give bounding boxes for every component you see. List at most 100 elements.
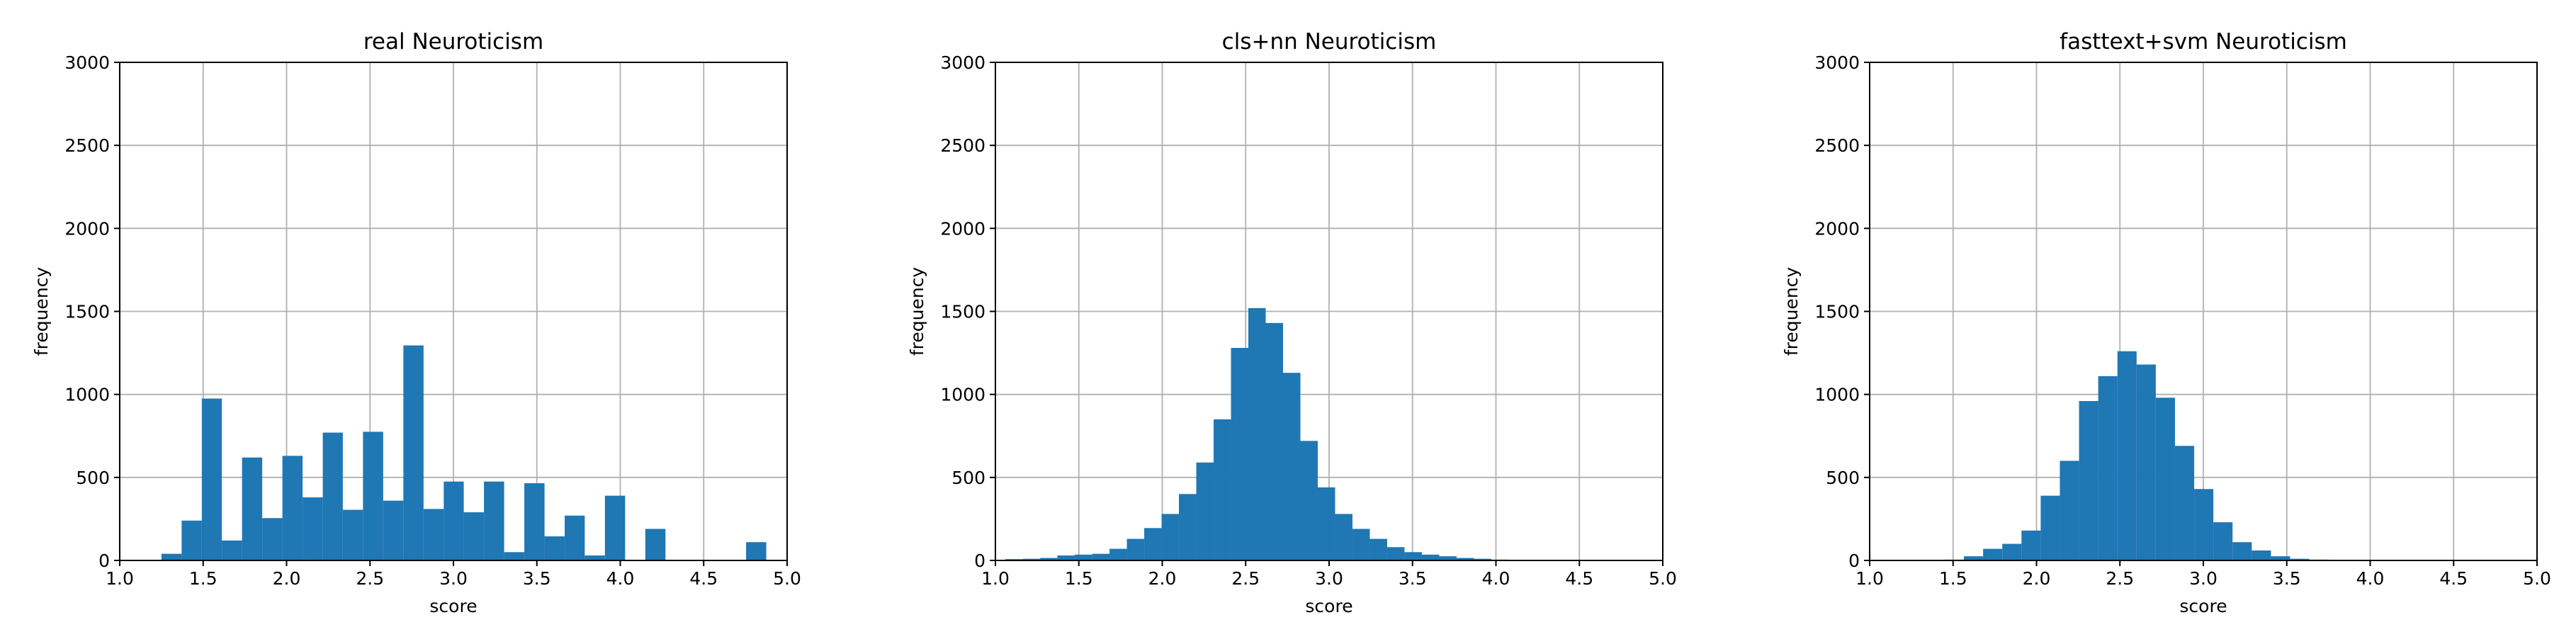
bar xyxy=(1474,558,1491,560)
bar xyxy=(1109,548,1127,560)
x-axis-label: score xyxy=(429,596,477,616)
bar xyxy=(363,431,383,560)
bar xyxy=(1126,538,1145,560)
bar xyxy=(303,497,323,560)
y-axis-label: frequency xyxy=(907,267,927,356)
chart-title: cls+nn Neuroticism xyxy=(1222,29,1437,55)
y-tick-label: 2500 xyxy=(64,135,110,156)
bar xyxy=(322,432,343,560)
bar xyxy=(2079,401,2098,560)
x-tick-label: 2.0 xyxy=(1148,568,1177,589)
bar xyxy=(1075,554,1092,560)
x-tick-label: 1.5 xyxy=(1939,568,1967,589)
bar xyxy=(1057,555,1075,560)
bar xyxy=(444,481,464,560)
bar xyxy=(423,509,444,560)
y-tick-label: 3000 xyxy=(1814,52,1860,73)
bar xyxy=(403,345,424,560)
x-tick-label: 3.5 xyxy=(523,568,551,589)
x-tick-label: 4.0 xyxy=(1482,568,1510,589)
y-tick-label: 1500 xyxy=(64,302,110,322)
bar xyxy=(746,542,767,560)
y-tick-label: 2000 xyxy=(64,218,110,239)
bar xyxy=(222,540,242,560)
bar xyxy=(1248,307,1266,560)
bar xyxy=(1283,373,1301,560)
bar xyxy=(584,555,605,560)
bar xyxy=(1421,554,1440,560)
x-tick-label: 4.5 xyxy=(2439,568,2468,589)
bar xyxy=(1214,419,1231,560)
x-tick-label: 3.0 xyxy=(1315,568,1343,589)
bar xyxy=(1983,548,2003,560)
bar xyxy=(1404,552,1422,560)
y-axis-label: frequency xyxy=(1781,267,1802,356)
chart-title: fasttext+svm Neuroticism xyxy=(2060,29,2347,55)
bar xyxy=(262,518,283,560)
bar xyxy=(201,398,222,560)
bar xyxy=(383,500,404,560)
y-tick-label: 2500 xyxy=(940,135,985,156)
x-tick-label: 4.5 xyxy=(689,568,718,589)
bar xyxy=(565,515,585,560)
subplot: 1.0 1.5 2.0 2.5 3.0 3.5 4.0 4.5 5.0 0 500 1000 1500 2… xyxy=(907,29,1677,616)
x-tick-label: 1.0 xyxy=(1855,568,1884,589)
x-tick-label: 3.5 xyxy=(1399,568,1427,589)
bar xyxy=(2271,556,2290,560)
bar xyxy=(181,520,202,560)
y-tick-label: 1000 xyxy=(64,385,110,405)
bar xyxy=(2290,558,2310,560)
bar xyxy=(1231,348,1249,560)
bar xyxy=(1964,556,1984,560)
bar xyxy=(1317,487,1335,560)
y-tick-label: 2000 xyxy=(1814,218,1860,239)
bar xyxy=(544,536,565,560)
bar xyxy=(2155,397,2175,560)
chart-title: real Neuroticism xyxy=(363,29,543,55)
bar xyxy=(2213,522,2233,560)
y-tick-label: 3000 xyxy=(940,52,985,73)
x-tick-label: 1.0 xyxy=(106,568,134,589)
y-tick-label: 0 xyxy=(98,551,110,571)
y-tick-label: 0 xyxy=(1848,551,1860,571)
bar xyxy=(2060,461,2079,560)
bar xyxy=(504,552,525,560)
bar xyxy=(2232,542,2252,560)
bar xyxy=(1369,538,1387,560)
y-tick-label: 500 xyxy=(76,468,110,488)
bar xyxy=(2040,495,2060,560)
x-tick-label: 3.0 xyxy=(439,568,468,589)
subplot: 1.0 1.5 2.0 2.5 3.0 3.5 4.0 4.5 5.0 0 500 1000 1500 2… xyxy=(1781,29,2551,616)
bar xyxy=(524,483,545,560)
bar xyxy=(645,529,666,560)
x-tick-label: 5.0 xyxy=(2523,568,2551,589)
bar xyxy=(1161,514,1180,560)
bar xyxy=(1352,529,1370,560)
x-tick-label: 1.5 xyxy=(189,568,218,589)
bar xyxy=(1179,494,1197,560)
x-tick-label: 2.5 xyxy=(2106,568,2134,589)
bar xyxy=(1439,556,1457,560)
bar xyxy=(1092,553,1110,560)
x-tick-label: 5.0 xyxy=(1649,568,1677,589)
bar xyxy=(1265,322,1284,560)
subplot: 1.0 1.5 2.0 2.5 3.0 3.5 4.0 4.5 5.0 0 500 1000 1500 2… xyxy=(31,29,801,616)
x-tick-label: 3.0 xyxy=(2189,568,2218,589)
bar xyxy=(242,457,263,560)
bar xyxy=(2194,489,2214,560)
bar xyxy=(1456,558,1474,560)
x-axis-label: score xyxy=(2179,596,2227,616)
x-axis-label: score xyxy=(1305,596,1352,616)
bar xyxy=(1335,514,1352,560)
bar xyxy=(1144,528,1162,560)
y-tick-label: 1500 xyxy=(940,302,985,322)
bar xyxy=(2174,446,2195,560)
x-tick-label: 3.5 xyxy=(2273,568,2301,589)
x-tick-label: 5.0 xyxy=(773,568,801,589)
bar xyxy=(2252,550,2271,560)
bar xyxy=(1022,558,1041,560)
bar xyxy=(342,509,363,560)
x-tick-label: 2.5 xyxy=(356,568,384,589)
bar xyxy=(484,481,504,560)
